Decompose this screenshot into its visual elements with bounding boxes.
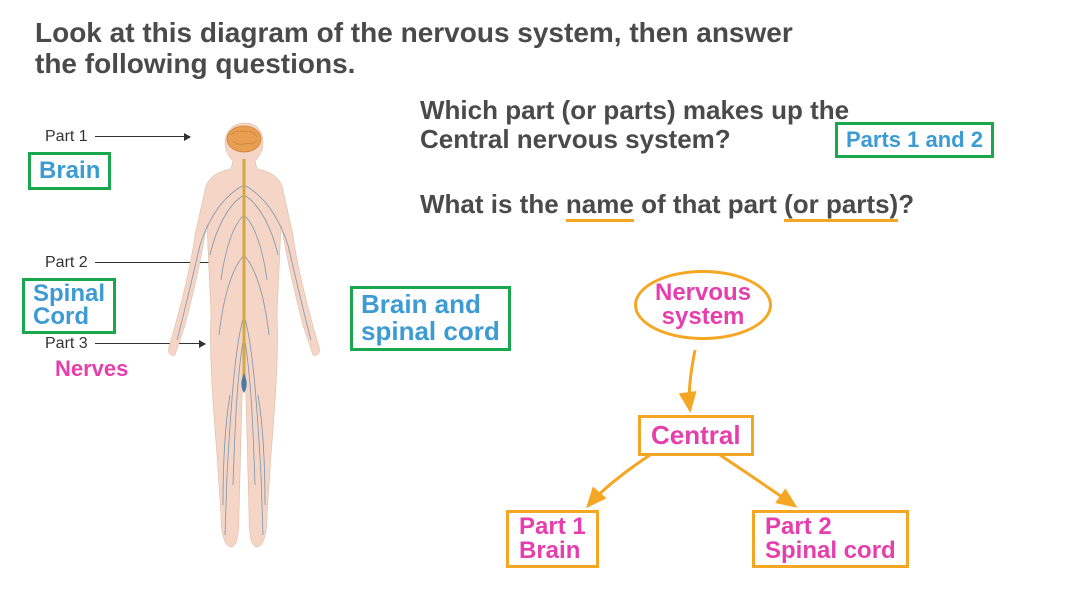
answer-2-box: Brain and spinal cord: [350, 286, 511, 351]
flow-central-box: Central: [638, 415, 754, 456]
answer-2-l2: spinal cord: [361, 316, 500, 346]
sub-question-2: What is the name of that part (or parts)…: [420, 190, 914, 219]
flow-right-l2: Spinal cord: [765, 537, 896, 564]
sq1-l2: Central nervous system?: [420, 124, 731, 154]
brain: [227, 126, 261, 152]
flow-central: Central: [651, 420, 741, 450]
part1-name: Brain: [39, 157, 100, 184]
part3-label: Part 3: [45, 335, 88, 353]
sq2-mid: name: [566, 189, 634, 222]
part2-name-l2: Cord: [33, 303, 89, 330]
part2-label: Part 2: [45, 254, 88, 272]
main-q-l1: Look at this diagram of the nervous syst…: [35, 17, 793, 48]
body-svg: [155, 115, 335, 555]
body-figure: [155, 115, 335, 555]
answer-2-l1: Brain and: [361, 289, 481, 319]
flow-left-l1: Part 1: [519, 513, 586, 540]
sq2-end-a: of that part: [641, 189, 784, 219]
flow-root: Nervous system: [634, 270, 772, 340]
part2-name-box: Spinal Cord: [22, 278, 116, 334]
part3-name: Nerves: [55, 356, 128, 382]
flow-root-l2: system: [662, 303, 745, 330]
flow-right-box: Part 2 Spinal cord: [752, 510, 909, 568]
part1-name-box: Brain: [28, 152, 111, 190]
sq2-end-b: (or parts): [784, 189, 898, 222]
answer-1-box: Parts 1 and 2: [835, 122, 994, 158]
main-question: Look at this diagram of the nervous syst…: [35, 18, 793, 80]
flow-root-l1: Nervous: [655, 279, 751, 306]
sq2-start: What is the: [420, 189, 559, 219]
sq1-l1: Which part (or parts) makes up the: [420, 95, 849, 125]
answer-1: Parts 1 and 2: [846, 127, 983, 152]
flow-left-box: Part 1 Brain: [506, 510, 599, 568]
main-q-l2: the following questions.: [35, 48, 355, 79]
sub-question-1: Which part (or parts) makes up the Centr…: [420, 96, 849, 153]
flow-right-l1: Part 2: [765, 513, 832, 540]
part1-label: Part 1: [45, 128, 88, 146]
flow-left-l2: Brain: [519, 537, 580, 564]
